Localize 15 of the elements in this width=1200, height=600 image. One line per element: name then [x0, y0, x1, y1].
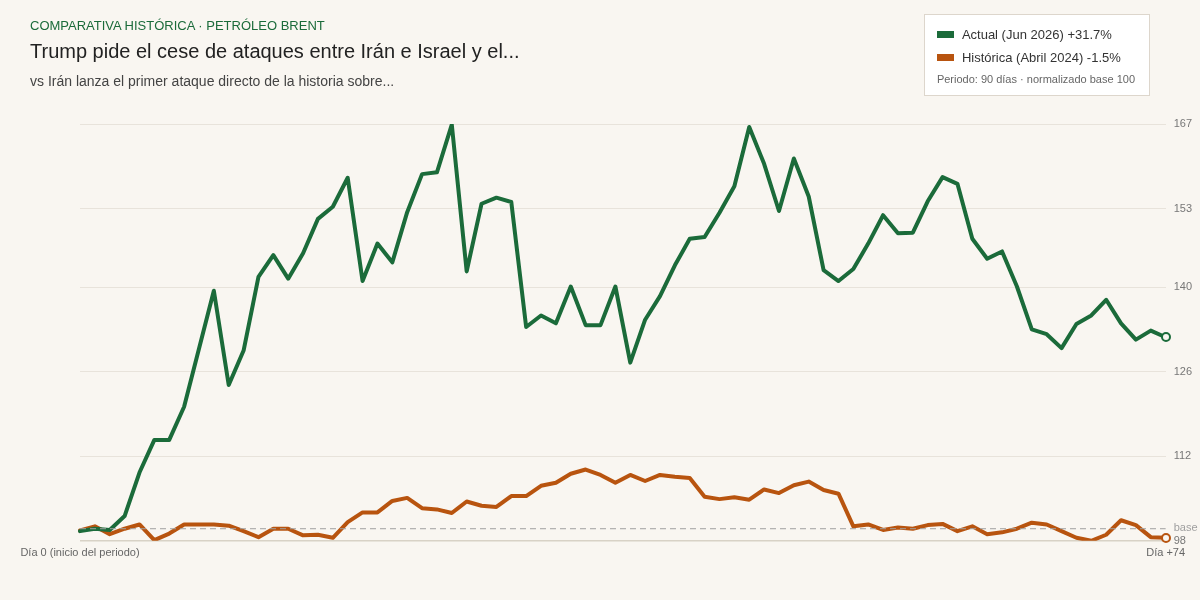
y-tick-label: 167 [1173, 117, 1193, 130]
x-tick-label: Día +74 [1146, 546, 1186, 559]
x-tick-label: Día 0 (inicio del periodo) [20, 546, 140, 559]
chart-subtitle: vs Irán lanza el primer ataque directo de la historia sobre... [30, 73, 395, 89]
chart-title: Trump pide el cese de ataques entre Irán e Israel y el... [30, 40, 520, 63]
text: Periodo: 90 días · normalizado base 100 [936, 73, 1135, 85]
ref-line-label: base [1173, 520, 1198, 533]
legend-label: Histórica (Abril 2024) -1.5% [961, 50, 1121, 65]
y-tick-label: 140 [1173, 280, 1193, 293]
legend-label: Actual (Jun 2026) +31.7% [961, 27, 1112, 42]
y-tick-label: 153 [1173, 201, 1193, 214]
text: COMPARATIVA HISTÓRICA · PETRÓLEO BRENT [30, 18, 325, 33]
y-tick-label: 126 [1173, 364, 1193, 377]
y-tick-label: 98 [1173, 533, 1186, 546]
y-tick-label: 112 [1173, 449, 1192, 462]
